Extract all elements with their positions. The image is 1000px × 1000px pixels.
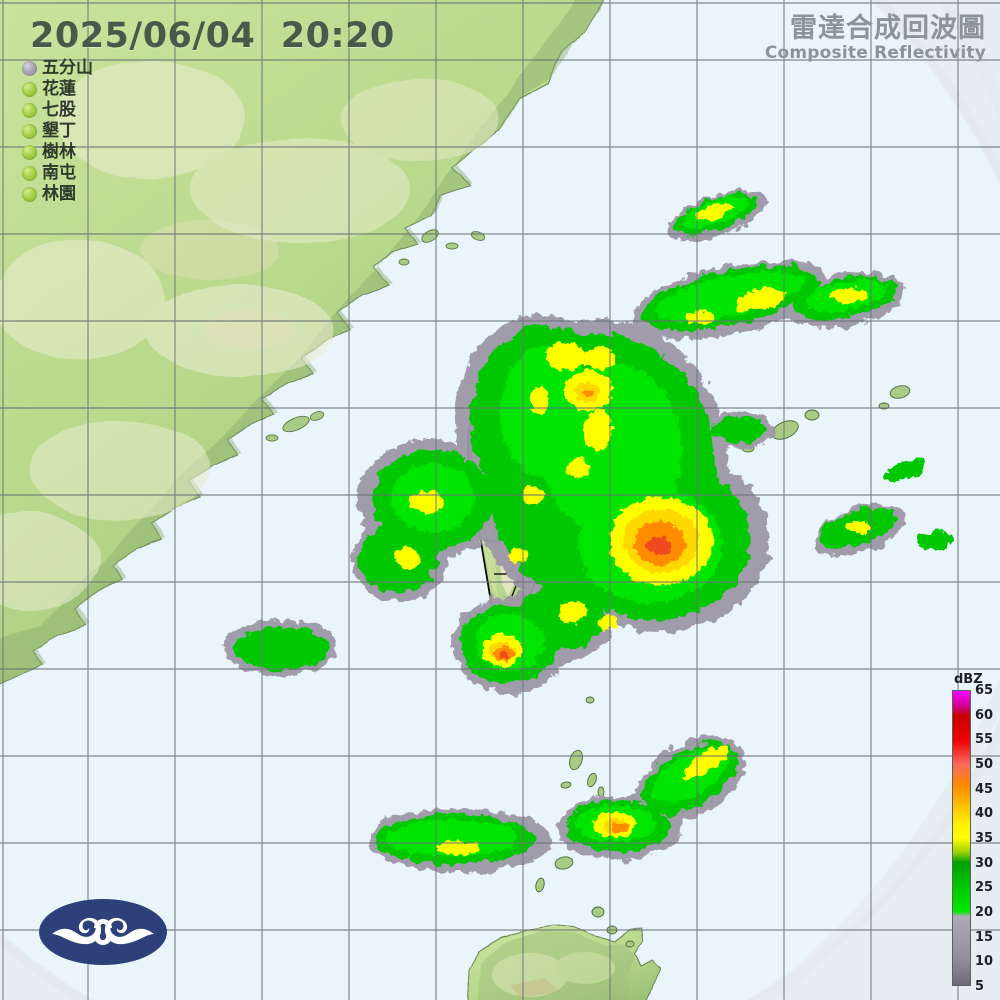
station-row[interactable]: 七股 — [22, 100, 93, 121]
landmass-luzon — [467, 925, 661, 1000]
station-status-dot-icon — [22, 187, 37, 202]
logo-wave-mark — [52, 917, 154, 945]
colorbar-gradient — [952, 690, 971, 986]
radar-echo-layer — [222, 190, 953, 872]
title-english: Composite Reflectivity — [764, 43, 986, 63]
dbz-colorbar-legend: dBZ 65 60 55 50 45 40 35 30 25 20 15 10 5 — [949, 672, 1000, 994]
station-name: 五分山 — [42, 58, 93, 78]
colorbar-tick: 5 — [975, 979, 985, 994]
timestamp-label: 2025/06/04 20:20 — [30, 16, 395, 56]
colorbar-tick: 20 — [975, 905, 994, 920]
colorbar-tick: 30 — [975, 855, 994, 871]
station-row[interactable]: 樹林 — [22, 142, 93, 163]
colorbar-tick: 60 — [975, 707, 994, 723]
title-chinese: 雷達合成回波圖 — [790, 13, 986, 44]
station-status-dot-icon — [22, 166, 37, 181]
station-status-dot-icon — [22, 82, 37, 97]
colorbar-tick: 45 — [975, 781, 994, 797]
station-row[interactable]: 南屯 — [22, 163, 93, 184]
colorbar-tick: 35 — [975, 831, 994, 846]
station-status-dot-icon — [22, 103, 37, 118]
map-title: 雷達合成回波圖 Composite Reflectivity — [765, 14, 986, 63]
station-name: 花蓮 — [42, 79, 76, 99]
colorbar-tick: 15 — [975, 929, 994, 945]
colorbar-tick: 65 — [975, 683, 994, 698]
station-row[interactable]: 墾丁 — [22, 121, 93, 142]
station-row[interactable]: 林園 — [22, 184, 93, 205]
colorbar-tick: 40 — [975, 806, 994, 822]
colorbar-tick-labels: 65 60 55 50 45 40 35 30 25 20 15 10 5 — [975, 684, 1000, 993]
station-row[interactable]: 花蓮 — [22, 79, 93, 100]
colorbar-tick: 55 — [975, 732, 994, 748]
station-name: 墾丁 — [42, 121, 76, 141]
station-name: 七股 — [42, 100, 76, 120]
colorbar-tick: 25 — [975, 880, 994, 896]
station-status-dot-icon — [22, 61, 37, 76]
station-name: 林園 — [42, 184, 76, 204]
radar-station-list: 五分山 花蓮 七股 墾丁 樹林 南屯 林園 — [22, 58, 93, 205]
station-name: 南屯 — [42, 163, 76, 183]
station-status-dot-icon — [22, 124, 37, 139]
station-status-dot-icon — [22, 145, 37, 160]
colorbar-tick: 50 — [975, 757, 994, 772]
colorbar-tick: 10 — [975, 954, 994, 970]
echo-red-50 — [500, 537, 671, 659]
logo-ellipse — [39, 899, 167, 965]
colorbar-unit-label: dBZ — [954, 672, 983, 687]
station-row[interactable]: 五分山 — [22, 58, 93, 79]
station-name: 樹林 — [42, 142, 76, 162]
cwa-logo — [38, 898, 168, 966]
